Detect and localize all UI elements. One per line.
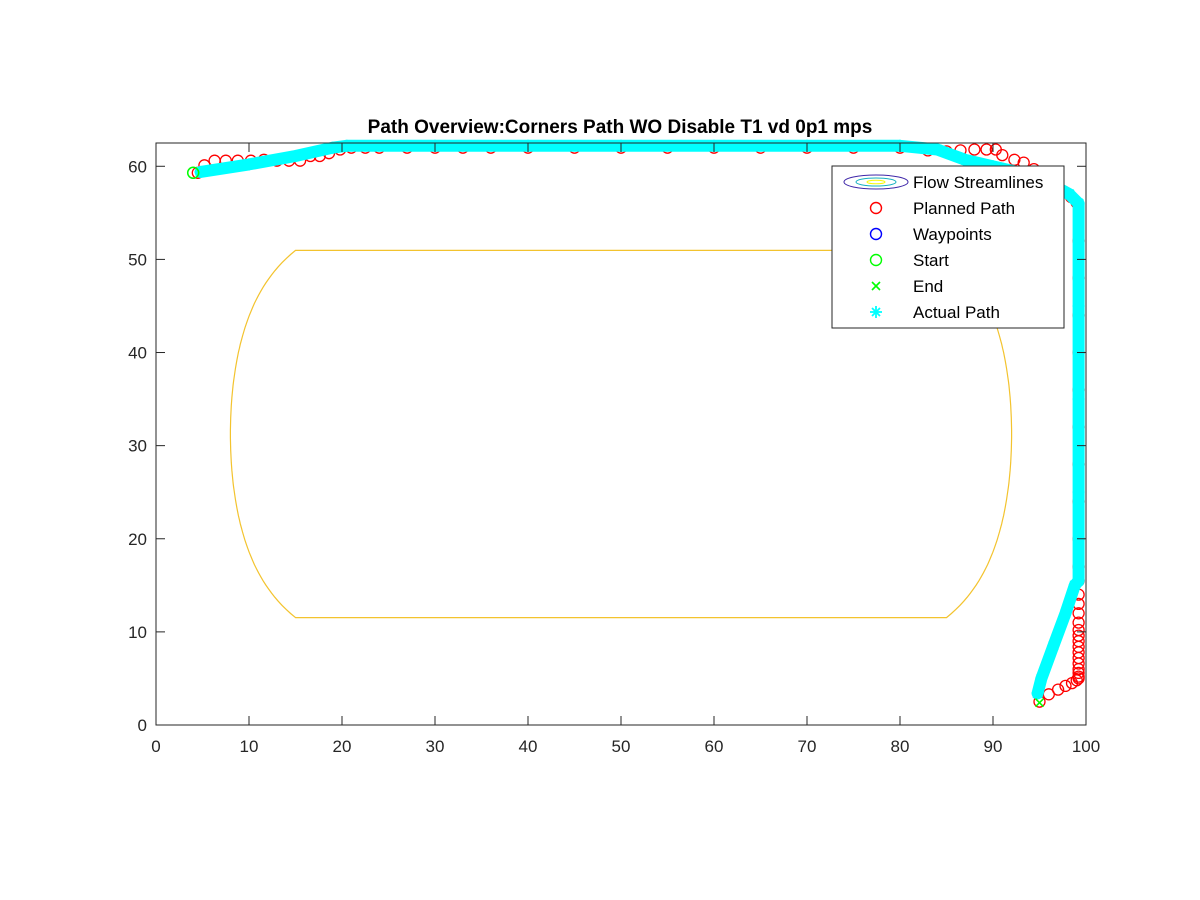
x-tick-label: 60 — [705, 737, 724, 756]
legend-label: Flow Streamlines — [913, 173, 1043, 192]
legend-streamline-swatch-icon — [843, 174, 909, 190]
legend-planned-marker-icon — [869, 201, 883, 215]
x-tick-label: 10 — [240, 737, 259, 756]
actual-path-marker-stroke — [290, 150, 301, 162]
actual-path-point — [1072, 300, 1085, 312]
legend-entry-flow-streamlines: Flow Streamlines — [843, 173, 1043, 192]
actual-path-marker-stroke — [1069, 580, 1081, 591]
actual-path-marker-stroke — [1073, 198, 1084, 209]
actual-path-marker-stroke — [327, 142, 338, 153]
y-tick-label: 30 — [128, 437, 147, 456]
planned-path-point — [1072, 672, 1085, 685]
y-tick-label: 0 — [138, 716, 147, 735]
legend-label: Actual Path — [913, 303, 1000, 322]
planned-path-point — [980, 143, 993, 156]
x-tick-label: 30 — [426, 737, 445, 756]
planned-path-point — [1059, 679, 1072, 693]
planned-path-point — [1072, 607, 1085, 620]
legend-end-marker-icon — [871, 281, 881, 291]
actual-path-marker-stroke — [1048, 640, 1059, 652]
end-marker-stroke — [1034, 698, 1045, 708]
x-tick-label: 40 — [519, 737, 538, 756]
y-tick-label: 10 — [128, 623, 147, 642]
y-tick-label: 50 — [128, 250, 147, 269]
actual-path-marker-stroke — [243, 159, 255, 170]
y-tick-label: 20 — [128, 530, 147, 549]
legend-entry-end: End — [871, 277, 943, 296]
actual-path-marker-stroke — [1073, 393, 1084, 405]
actual-path-point — [1072, 197, 1085, 210]
actual-path-point — [931, 143, 944, 156]
actual-path-point — [1072, 393, 1085, 406]
actual-path-marker-stroke — [1032, 688, 1043, 699]
legend-entry-waypoints: Waypoints — [869, 225, 992, 244]
planned-path-point — [968, 143, 981, 156]
actual-path-point — [1068, 579, 1081, 592]
actual-path-point — [326, 141, 339, 154]
legend-label: Waypoints — [913, 225, 992, 244]
chart-title: Path Overview:Corners Path WO Disable T1… — [368, 117, 873, 138]
start-marker — [186, 166, 200, 180]
actual-path-point — [1047, 639, 1060, 652]
actual-path-marker-stroke — [1073, 300, 1084, 312]
actual-path-point — [1035, 672, 1048, 685]
legend: Flow Streamlines Planned Path Waypoints … — [831, 165, 1065, 329]
planned-path-point — [1072, 666, 1085, 680]
x-tick-label: 70 — [798, 737, 817, 756]
y-tick-label: 60 — [128, 157, 147, 176]
actual-path-marker-stroke — [931, 144, 943, 155]
legend-entry-planned-path: Planned Path — [869, 199, 1015, 218]
x-tick-label: 80 — [891, 737, 910, 756]
legend-waypoints-marker-icon — [869, 227, 883, 241]
legend-entry-actual-path: Actual Path — [870, 303, 1000, 322]
legend-actual-marker-icon — [870, 306, 882, 318]
planned-path-point — [1072, 657, 1085, 670]
actual-path-point — [243, 158, 255, 171]
actual-path-marker-stroke — [1073, 486, 1084, 498]
x-tick-label: 90 — [984, 737, 1003, 756]
actual-path-point — [1059, 607, 1072, 620]
legend-label: Planned Path — [913, 199, 1015, 218]
actual-path-point — [959, 153, 972, 166]
planned-path-point — [1072, 616, 1085, 629]
axes: 0 10 20 30 40 50 60 70 80 90 100 0 10 20 30 40 50 60 — [128, 142, 1100, 756]
planned-path-point — [1065, 676, 1079, 690]
actual-path-marker-stroke — [959, 154, 971, 166]
actual-path-point — [289, 150, 302, 162]
legend-entry-start: Start — [869, 251, 949, 270]
actual-path-marker-stroke — [1064, 188, 1075, 200]
actual-path-point — [1063, 188, 1076, 201]
legend-start-marker-icon — [869, 253, 883, 267]
planned-path-point — [996, 148, 1009, 162]
start-end-markers — [186, 166, 1045, 708]
legend-label: End — [913, 277, 943, 296]
y-tick-label: 40 — [128, 344, 147, 363]
actual-path-point — [1072, 486, 1085, 499]
x-tick-label: 50 — [612, 737, 631, 756]
end-marker — [1034, 698, 1045, 708]
actual-path-marker-stroke — [1036, 673, 1047, 684]
actual-path-marker-stroke — [1060, 608, 1071, 619]
legend-box — [831, 165, 1065, 329]
actual-path-point — [1031, 687, 1044, 700]
x-tick-label: 0 — [151, 737, 160, 756]
x-tick-label: 100 — [1072, 737, 1100, 756]
x-tick-label: 20 — [333, 737, 352, 756]
legend-label: Start — [913, 251, 949, 270]
